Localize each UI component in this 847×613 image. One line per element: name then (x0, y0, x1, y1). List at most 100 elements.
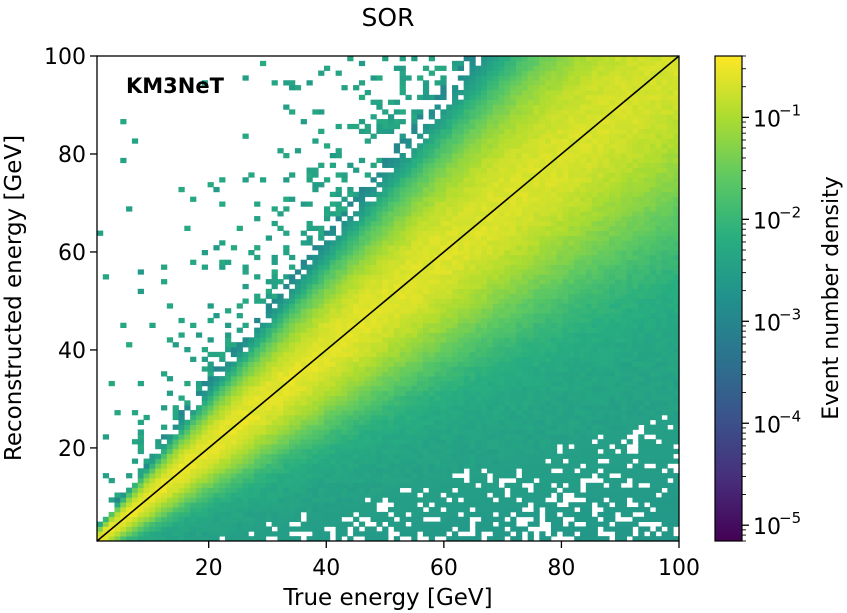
heatmap-cell (376, 434, 383, 440)
heatmap-cell (463, 400, 470, 406)
heatmap-cell (300, 390, 307, 396)
heatmap-cell (318, 468, 325, 474)
heatmap-cell (388, 254, 395, 261)
heatmap-cell (411, 317, 418, 324)
heatmap-cell (469, 308, 476, 314)
heatmap-cell (486, 240, 494, 246)
heatmap-cell (428, 109, 435, 115)
heatmap-cell (469, 371, 476, 377)
heatmap-cell (469, 70, 476, 76)
heatmap-cell (230, 371, 238, 377)
heatmap-cell (376, 196, 383, 202)
heatmap-cell (405, 235, 412, 241)
heatmap-cell (411, 303, 418, 309)
heatmap-cell (527, 148, 534, 154)
heatmap-cell (277, 371, 284, 377)
heatmap-cell (492, 65, 499, 71)
heatmap-cell (521, 148, 529, 154)
heatmap-cell (481, 264, 488, 270)
heatmap-cell (539, 492, 546, 498)
heatmap-cell (510, 230, 517, 236)
heatmap-cell (539, 245, 546, 251)
heatmap-cell (306, 458, 313, 464)
heatmap-cell (469, 75, 476, 81)
heatmap-cell (411, 385, 418, 392)
heatmap-cell (358, 196, 366, 202)
heatmap-cell (434, 133, 441, 139)
heatmap-cell (457, 313, 465, 319)
heatmap-cell (486, 172, 494, 178)
heatmap-cell (364, 473, 371, 479)
heatmap-cell (417, 313, 424, 319)
heatmap-cell (463, 157, 470, 164)
heatmap-cell (550, 366, 558, 372)
heatmap-cell (486, 293, 494, 299)
heatmap-cell (446, 400, 453, 406)
heatmap-cell (347, 264, 354, 270)
heatmap-cell (108, 516, 115, 522)
heatmap-cell (533, 65, 540, 71)
heatmap-cell (486, 235, 494, 241)
heatmap-cell (539, 366, 546, 372)
heatmap-cell (417, 211, 424, 217)
heatmap-cell (457, 240, 465, 246)
heatmap-cell (422, 211, 430, 217)
heatmap-cell (358, 94, 366, 101)
heatmap-cell (411, 405, 418, 411)
heatmap-cell (428, 536, 435, 541)
heatmap-cell (516, 322, 523, 328)
heatmap-cell (364, 298, 371, 304)
heatmap-cell (527, 220, 534, 227)
heatmap-cell (323, 424, 331, 430)
heatmap-cell (353, 424, 360, 430)
heatmap-cell (521, 104, 529, 110)
heatmap-cell (254, 448, 261, 455)
heatmap-cell (393, 492, 401, 498)
heatmap-cell (393, 400, 401, 406)
heatmap-cell (533, 182, 540, 188)
heatmap-cell (481, 463, 488, 469)
heatmap-cell (492, 191, 499, 198)
heatmap-cell (393, 405, 401, 411)
heatmap-cell (452, 211, 459, 217)
heatmap-cell (172, 516, 179, 522)
heatmap-cell (184, 473, 191, 479)
heatmap-cell (323, 293, 331, 299)
heatmap-cell (248, 376, 255, 382)
heatmap-cell (556, 191, 563, 198)
heatmap-cell (486, 439, 494, 445)
heatmap-cell (516, 89, 523, 96)
heatmap-cell (481, 308, 488, 314)
heatmap-cell (242, 366, 249, 372)
heatmap-cell (510, 216, 517, 222)
heatmap-cell (166, 337, 174, 343)
heatmap-cell (521, 60, 529, 67)
heatmap-cell (242, 322, 249, 328)
heatmap-cell (498, 235, 505, 241)
heatmap-cell (457, 65, 465, 71)
heatmap-cell (504, 390, 511, 396)
heatmap-cell (370, 400, 377, 406)
heatmap-cell (527, 444, 534, 450)
heatmap-cell (452, 177, 459, 183)
heatmap-cell (405, 317, 412, 324)
heatmap-cell (411, 211, 418, 217)
heatmap-cell (312, 492, 319, 498)
heatmap-cell (155, 453, 162, 459)
heatmap-cell (382, 395, 389, 401)
heatmap-cell (463, 424, 470, 430)
heatmap-cell (329, 521, 337, 527)
heatmap-cell (504, 502, 511, 508)
heatmap-cell (562, 473, 569, 479)
heatmap-cell (498, 259, 505, 265)
heatmap-cell (510, 429, 517, 435)
heatmap-cell (347, 414, 354, 421)
heatmap-cell (521, 279, 529, 285)
heatmap-cell (504, 439, 511, 445)
heatmap-cell (294, 361, 302, 367)
heatmap-cell (469, 211, 476, 217)
heatmap-cell (277, 434, 284, 440)
heatmap-cell (411, 410, 418, 416)
heatmap-cell (469, 186, 476, 193)
heatmap-cell (172, 444, 179, 450)
